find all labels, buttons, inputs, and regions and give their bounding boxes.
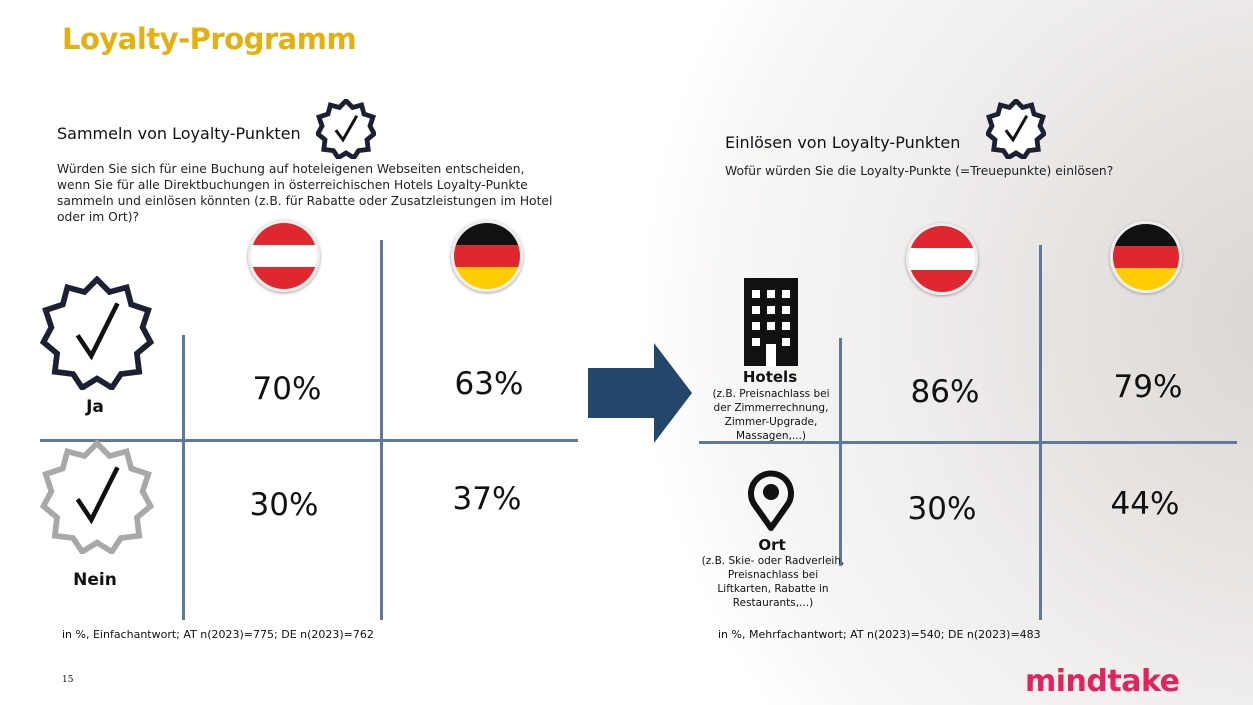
right-heading: Einlösen von Loyalty-Punkten — [725, 133, 961, 152]
desc-line: Liftkarten, Rabatte in — [717, 583, 829, 595]
desc-line: Restaurants,...) — [732, 597, 814, 609]
row-label-ort: Ort — [758, 536, 786, 554]
location-pin-icon — [748, 470, 794, 531]
page-number: 15 — [62, 675, 74, 685]
germany-flag-icon — [1110, 221, 1182, 293]
value-ort-de: 44% — [1110, 486, 1180, 522]
page-title: Loyalty-Programm — [62, 22, 357, 56]
desc-line: Preisnachlass bei — [727, 569, 819, 581]
divider — [699, 441, 1237, 444]
value-ort-at: 30% — [907, 491, 977, 527]
divider — [182, 335, 185, 620]
left-heading: Sammeln von Loyalty-Punkten — [57, 124, 301, 143]
right-question: Wofür würden Sie die Loyalty-Punkte (=Tr… — [725, 164, 1114, 178]
left-question: Würden Sie sich für eine Buchung auf hot… — [57, 162, 553, 224]
row-label-ja: Ja — [86, 397, 104, 417]
desc-line: Zimmer-Upgrade, — [724, 416, 818, 428]
ort-description: (z.B. Skie- oder Radverleih, Preisnachla… — [688, 554, 858, 610]
value-ja-de: 63% — [454, 366, 524, 402]
no-badge-icon — [40, 440, 154, 554]
desc-line: der Zimmerrechnung, — [713, 402, 829, 414]
austria-flag-icon — [248, 220, 320, 292]
left-footnote: in %, Einfachantwort; AT n(2023)=775; DE… — [62, 628, 374, 641]
arrow-right-icon — [588, 343, 692, 443]
germany-flag-icon — [451, 220, 523, 292]
desc-line: (z.B. Skie- oder Radverleih, — [701, 555, 845, 567]
row-label-nein: Nein — [73, 570, 117, 590]
value-nein-at: 30% — [249, 487, 319, 523]
divider — [40, 439, 578, 442]
divider — [839, 338, 842, 566]
badge-check-icon — [986, 99, 1046, 159]
desc-line: (z.B. Preisnachlass bei — [712, 388, 830, 400]
divider — [1039, 245, 1042, 620]
value-hotels-at: 86% — [910, 374, 980, 410]
mindtake-logo: mindtake — [1025, 664, 1180, 699]
yes-badge-icon — [40, 276, 154, 390]
value-ja-at: 70% — [252, 371, 322, 407]
right-footnote: in %, Mehrfachantwort; AT n(2023)=540; D… — [718, 628, 1041, 641]
hotel-building-icon — [744, 278, 798, 366]
austria-flag-icon — [906, 223, 978, 295]
badge-check-icon — [316, 99, 376, 159]
desc-line: Massagen,...) — [735, 430, 807, 442]
row-label-hotels: Hotels — [742, 368, 798, 386]
hotels-description: (z.B. Preisnachlass bei der Zimmerrechnu… — [696, 387, 846, 443]
value-nein-de: 37% — [452, 481, 522, 517]
divider — [380, 240, 383, 620]
value-hotels-de: 79% — [1113, 369, 1183, 405]
